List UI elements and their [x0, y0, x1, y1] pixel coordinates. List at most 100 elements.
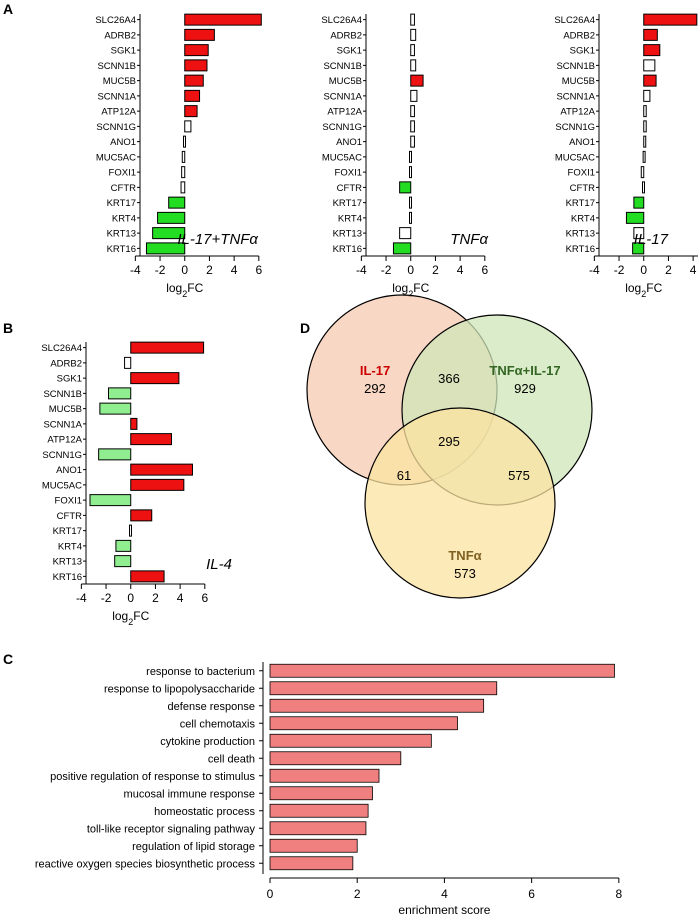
gene-label: KRT4 [571, 213, 595, 224]
venn-label-combo: TNFα+IL-17 [489, 363, 560, 378]
bar [399, 227, 412, 240]
gene-label: SCNN1B [556, 61, 595, 72]
panel-label-a: A [3, 1, 13, 17]
bar [269, 733, 432, 748]
gene-label: SCNN1G [322, 122, 362, 133]
bar [269, 751, 402, 766]
gene-label: ANO1 [56, 465, 82, 476]
bar [640, 166, 645, 179]
bar [184, 28, 215, 41]
term-label: cell chemotaxis [180, 718, 256, 730]
gene-label: MUC5AC [42, 480, 82, 491]
venn-diagram: IL-17 292 TNFα+IL-17 929 TNFα 573 366 29… [306, 294, 593, 599]
x-tick-label: -4 [589, 263, 600, 277]
bar [269, 698, 485, 713]
bar [410, 105, 415, 118]
bar [130, 570, 165, 583]
bar [269, 681, 498, 696]
gene-label: ATP12A [101, 107, 136, 118]
gene-label: SLC26A4 [554, 15, 595, 26]
gene-label: MUC5B [49, 404, 82, 415]
gene-label: SCNN1A [556, 91, 595, 102]
x-tick-label: 4 [441, 887, 448, 901]
gene-label: KRT16 [107, 244, 136, 255]
gene-label: SCNN1A [43, 419, 82, 430]
gene-label: SCNN1B [43, 389, 82, 400]
bar [269, 768, 380, 783]
gene-label: KRT13 [566, 229, 595, 240]
bar [269, 821, 367, 836]
bar [269, 803, 369, 818]
term-label: regulation of lipid storage [132, 841, 255, 853]
bar [130, 433, 172, 446]
gene-label: KRT17 [333, 198, 362, 209]
gene-label: SCNN1A [97, 91, 136, 102]
bar [643, 105, 647, 118]
term-label: defense response [168, 701, 255, 713]
gene-label: SLC26A4 [41, 343, 82, 354]
bar [633, 227, 645, 240]
term-label: cell death [208, 753, 255, 765]
bar [643, 59, 656, 72]
x-tick-label: 2 [665, 263, 672, 277]
gene-label: SCNN1G [96, 122, 136, 133]
bar [409, 150, 413, 163]
gene-label: KRT17 [53, 526, 82, 537]
bar [643, 135, 647, 148]
bar [392, 242, 412, 255]
x-axis-label: log2FC [392, 281, 429, 299]
bar [410, 89, 418, 102]
gene-label: SCNN1G [555, 122, 595, 133]
bar [184, 59, 208, 72]
bar [114, 555, 132, 568]
x-tick-label: 8 [615, 887, 622, 901]
term-label: reactive oxygen species biosynthetic pro… [35, 858, 256, 870]
bar [643, 28, 658, 41]
bar [410, 44, 415, 57]
panel-label-c: C [3, 651, 13, 667]
x-tick-label: 2 [206, 263, 213, 277]
gene-label: ATP12A [560, 107, 595, 118]
x-tick-label: 2 [152, 591, 159, 605]
bar [130, 372, 180, 385]
venn-count-tnf: 573 [454, 566, 476, 581]
term-label: toll-like receptor signaling pathway [87, 823, 256, 835]
gene-label: SCNN1B [323, 61, 362, 72]
bar [181, 166, 186, 179]
gene-label: ANO1 [569, 137, 595, 148]
bar [184, 44, 209, 57]
bar [98, 448, 132, 461]
bar [124, 356, 132, 369]
bar [410, 28, 417, 41]
x-tick-label: 2 [432, 263, 439, 277]
venn-circle-tnf [364, 407, 556, 599]
gene-label: SLC26A4 [95, 15, 136, 26]
x-tick-label: 2 [354, 887, 361, 901]
x-tick-label: 6 [255, 263, 262, 277]
gene-label: SCNN1A [323, 91, 362, 102]
venn-count-all-three: 295 [438, 434, 460, 449]
bar [643, 89, 651, 102]
gene-label: ADRB2 [104, 30, 136, 41]
gene-label: SGK1 [57, 374, 82, 385]
panel-label-b: B [3, 320, 13, 336]
x-tick-label: 0 [181, 263, 188, 277]
bar [410, 74, 424, 87]
bar [89, 494, 132, 507]
x-tick-label: 6 [528, 887, 535, 901]
bar [409, 166, 413, 179]
x-tick-label: -2 [101, 591, 112, 605]
bar [625, 211, 645, 224]
gene-label: MUC5B [562, 76, 595, 87]
x-tick-label: 0 [640, 263, 647, 277]
bar [108, 387, 132, 400]
bar [410, 120, 415, 133]
gene-label: FOXI1 [335, 168, 362, 179]
bar [643, 44, 661, 57]
bar [409, 211, 413, 224]
gene-label: CFTR [57, 511, 82, 522]
bar [643, 74, 657, 87]
venn-label-il17: IL-17 [360, 363, 390, 378]
bar [157, 211, 186, 224]
x-tick-label: 6 [481, 263, 488, 277]
